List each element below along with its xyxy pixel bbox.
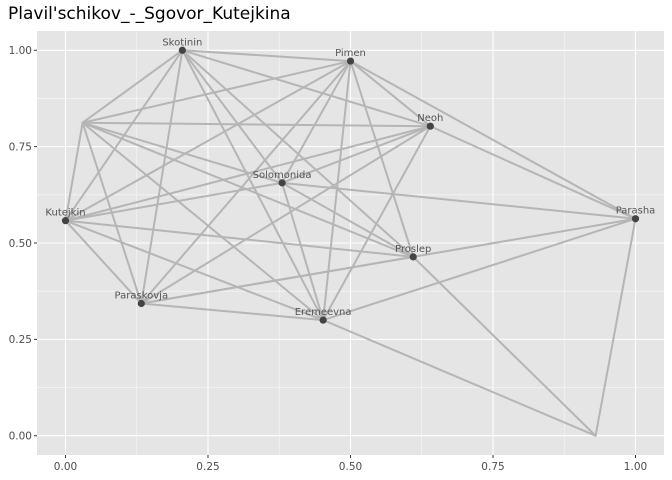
network-node	[631, 215, 640, 223]
node-label: Eremeevna	[295, 307, 352, 318]
node-label: Kutejkin	[45, 208, 85, 219]
network-edge	[322, 319, 597, 437]
node-label: Skotinin	[162, 37, 202, 48]
y-tick-label: 0.00	[9, 431, 32, 443]
network-edge	[140, 255, 415, 305]
network-edge	[64, 49, 184, 222]
network-edge	[81, 121, 432, 128]
network-edge	[64, 121, 84, 222]
network-edge	[349, 60, 415, 258]
network-edge	[64, 125, 432, 222]
node-label: Parasha	[616, 206, 656, 217]
network-edge	[140, 302, 325, 322]
network-edge	[81, 121, 325, 322]
network-edge	[322, 60, 352, 322]
chart-title: Plavil'schikov_-_Sgovor_Kutejkina	[8, 4, 291, 24]
y-tick-label: 0.75	[9, 141, 32, 153]
x-tick-label: 0.25	[196, 461, 219, 473]
network-edge	[281, 125, 432, 184]
network-edge	[322, 125, 432, 322]
network-edge	[429, 125, 637, 220]
network-edge	[81, 49, 184, 124]
network-edge	[281, 181, 325, 322]
network-edge	[64, 181, 284, 222]
network-edge	[140, 125, 432, 305]
network-edge	[281, 181, 415, 258]
network-edge	[64, 219, 143, 305]
y-tick-label: 0.50	[9, 238, 32, 250]
node-label: Solomonida	[253, 170, 312, 181]
node-label: Neoh	[417, 113, 443, 124]
network-edge	[594, 217, 637, 437]
network-edge	[281, 181, 637, 220]
network-edge	[322, 217, 637, 322]
network-edge	[181, 49, 432, 128]
network-edge	[181, 49, 352, 63]
network-edge	[81, 60, 352, 124]
network-edge	[64, 219, 325, 322]
x-tick-label: 0.00	[54, 461, 77, 473]
network-edge	[140, 49, 184, 305]
network-node	[409, 253, 417, 261]
network-node	[426, 122, 434, 130]
network-node	[278, 179, 286, 187]
x-tick-label: 0.50	[339, 461, 362, 473]
node-label: Paraskovja	[115, 291, 169, 302]
network-edge	[64, 219, 415, 258]
network-edge	[64, 60, 352, 222]
y-tick-label: 0.25	[9, 334, 32, 346]
network-node	[319, 316, 327, 324]
network-node	[61, 217, 70, 225]
node-label: Pimen	[335, 48, 366, 59]
network-edge	[181, 49, 325, 322]
node-label: Proslep	[395, 244, 431, 255]
network-node	[346, 57, 355, 65]
network-edge	[349, 60, 637, 220]
network-edge	[412, 255, 597, 437]
y-tick-label: 1.00	[9, 45, 32, 57]
network-edge	[349, 60, 432, 128]
x-tick-label: 1.00	[624, 461, 647, 473]
x-tick-label: 0.75	[481, 461, 504, 473]
network-node	[137, 299, 145, 308]
network-node	[178, 46, 186, 54]
